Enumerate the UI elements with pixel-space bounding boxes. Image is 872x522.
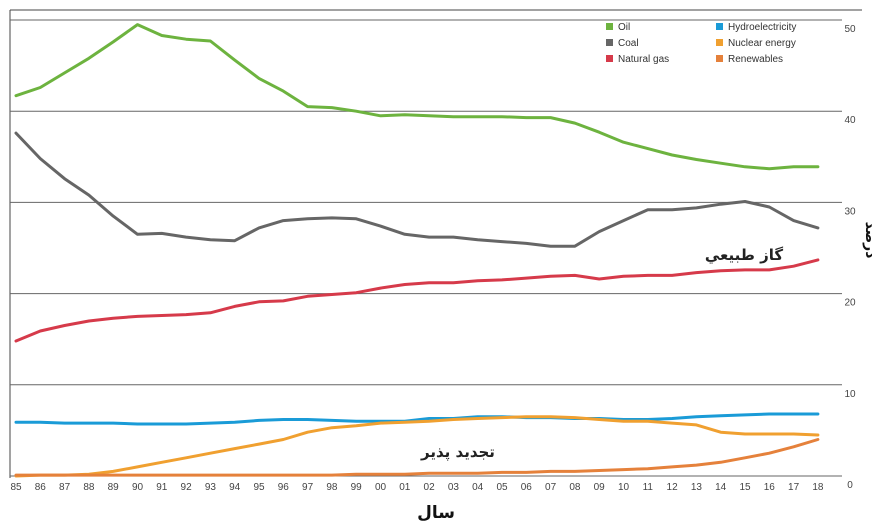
x-tick-94: 94 bbox=[229, 482, 241, 493]
x-tick-97: 97 bbox=[302, 482, 314, 493]
x-tick-96: 96 bbox=[278, 482, 290, 493]
x-tick-98: 98 bbox=[326, 482, 338, 493]
legend-swatch-nuclear-energy bbox=[716, 39, 723, 46]
series-line-natural-gas bbox=[14, 258, 820, 343]
x-tick-90: 90 bbox=[132, 482, 144, 493]
y-tick-30: 30 bbox=[844, 206, 856, 217]
x-tick-06: 06 bbox=[521, 482, 533, 493]
y-tick-40: 40 bbox=[844, 115, 856, 126]
legend-label-natural-gas: Natural gas bbox=[618, 54, 669, 65]
x-tick-08: 08 bbox=[569, 482, 581, 493]
legend-label-hydroelectricity: Hydroelectricity bbox=[728, 22, 796, 33]
x-tick-09: 09 bbox=[594, 482, 606, 493]
y-axis-label: درصد bbox=[862, 222, 872, 259]
x-tick-02: 02 bbox=[424, 482, 436, 493]
x-tick-labels: 85 86 87 88 89 90 91 92 93 94 95 96 97 98 99 00 01 02 03 04… bbox=[10, 482, 823, 493]
x-tick-00: 00 bbox=[375, 482, 387, 493]
y-tick-0: 0 bbox=[847, 480, 853, 491]
series-line-coal bbox=[14, 131, 820, 248]
x-tick-10: 10 bbox=[618, 482, 630, 493]
series-line-nuclear-energy bbox=[14, 415, 820, 478]
x-tick-13: 13 bbox=[691, 482, 703, 493]
legend-label-nuclear-energy: Nuclear energy bbox=[728, 38, 796, 49]
x-tick-18: 18 bbox=[812, 482, 824, 493]
legend-label-oil: Oil bbox=[618, 22, 630, 33]
x-tick-04: 04 bbox=[472, 482, 484, 493]
x-tick-17: 17 bbox=[788, 482, 800, 493]
y-tick-labels: 0 10 20 30 40 50 bbox=[844, 24, 856, 491]
annotations: گاز طبيعي تجديد پذير bbox=[420, 246, 783, 462]
series-line-renewables bbox=[14, 438, 820, 477]
x-tick-93: 93 bbox=[205, 482, 217, 493]
legend-label-coal: Coal bbox=[618, 38, 639, 49]
x-tick-15: 15 bbox=[739, 482, 751, 493]
x-tick-88: 88 bbox=[83, 482, 95, 493]
x-tick-85: 85 bbox=[10, 482, 22, 493]
x-tick-12: 12 bbox=[667, 482, 679, 493]
x-tick-91: 91 bbox=[156, 482, 168, 493]
x-tick-16: 16 bbox=[764, 482, 776, 493]
x-tick-01: 01 bbox=[399, 482, 411, 493]
x-axis-label: سال bbox=[417, 503, 455, 522]
legend-label-renewables: Renewables bbox=[728, 54, 783, 65]
x-tick-99: 99 bbox=[351, 482, 363, 493]
x-tick-92: 92 bbox=[181, 482, 193, 493]
x-tick-07: 07 bbox=[545, 482, 557, 493]
y-tick-50: 50 bbox=[844, 24, 856, 35]
x-tick-95: 95 bbox=[253, 482, 265, 493]
legend: Oil Coal Natural gas Hydroelectricity Nuclea… bbox=[606, 22, 796, 65]
annotation-1: تجديد پذير bbox=[420, 443, 495, 462]
x-tick-14: 14 bbox=[715, 482, 727, 493]
legend-swatch-hydroelectricity bbox=[716, 23, 723, 30]
y-tick-20: 20 bbox=[844, 298, 856, 309]
series-line-hydroelectricity bbox=[14, 412, 820, 426]
x-tick-11: 11 bbox=[643, 482, 654, 493]
x-tick-87: 87 bbox=[59, 482, 71, 493]
annotation-0: گاز طبيعي bbox=[705, 246, 784, 264]
series-lines bbox=[14, 23, 820, 478]
x-tick-89: 89 bbox=[108, 482, 120, 493]
x-tick-05: 05 bbox=[496, 482, 508, 493]
x-tick-86: 86 bbox=[35, 482, 47, 493]
x-tick-03: 03 bbox=[448, 482, 460, 493]
legend-swatch-oil bbox=[606, 23, 613, 30]
legend-swatch-renewables bbox=[716, 55, 723, 62]
legend-swatch-natural-gas bbox=[606, 55, 613, 62]
series-line-oil bbox=[14, 23, 820, 171]
y-tick-10: 10 bbox=[844, 389, 856, 400]
legend-swatch-coal bbox=[606, 39, 613, 46]
